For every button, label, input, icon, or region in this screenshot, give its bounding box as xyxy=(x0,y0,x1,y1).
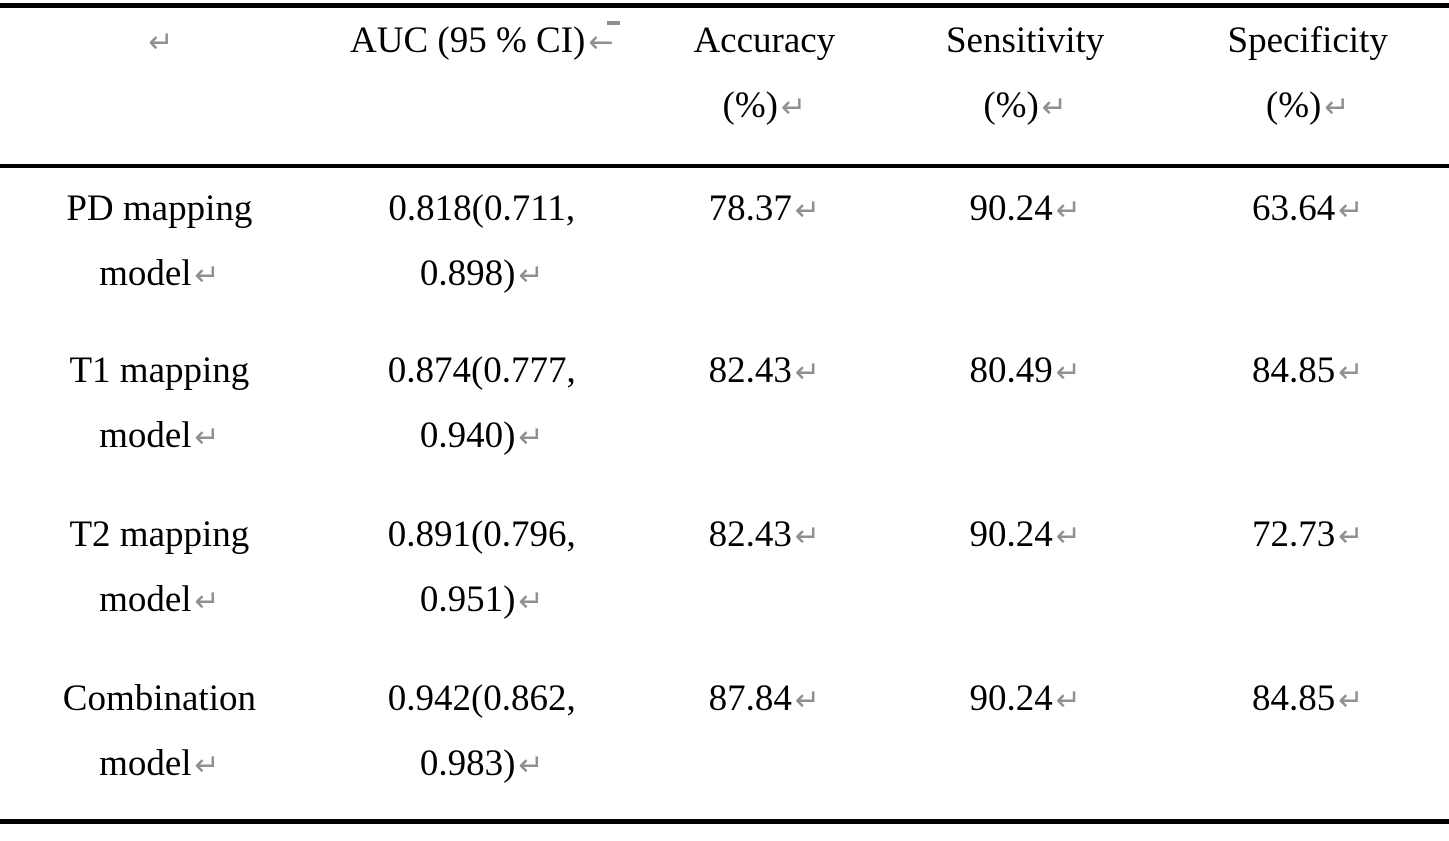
header-accuracy-label: Accuracy xyxy=(693,20,836,61)
header-specificity-label: Specificity xyxy=(1227,20,1388,61)
paragraph-mark-icon: ↵ xyxy=(1055,354,1081,390)
model-name-line2: model xyxy=(99,414,192,456)
accuracy-value: 82.43 xyxy=(708,349,792,391)
auc-value-line1: 0.874(0.777, xyxy=(387,349,576,391)
table-row-combination: Combination model ↵ 0.942(0.862, 0.983) ↵ … xyxy=(0,658,1449,822)
cell-accuracy: 82.43 ↵ xyxy=(645,494,884,658)
auc-value-line2: 0.898) xyxy=(419,252,516,294)
accuracy-value: 82.43 xyxy=(708,513,792,555)
paragraph-mark-icon: ↵ xyxy=(1338,354,1364,390)
cell-accuracy: 87.84 ↵ xyxy=(645,658,884,822)
header-cell-model: ↵ xyxy=(0,6,319,166)
paragraph-mark-icon: ↵ xyxy=(194,583,220,619)
header-row: ↵ AUC (95 % CI) ← Accuracy (%) ↵ Sensitivi… xyxy=(0,6,1449,166)
cell-auc: 0.874(0.777, 0.940) ↵ xyxy=(319,330,645,494)
specificity-value: 72.73 xyxy=(1252,513,1336,555)
paragraph-mark-icon: ↵ xyxy=(780,90,807,125)
paragraph-mark-icon: ↵ xyxy=(794,192,821,228)
table-row-pd-mapping: PD mapping model ↵ 0.818(0.711, 0.898) ↵ 7… xyxy=(0,166,1449,330)
paragraph-mark-icon: ↵ xyxy=(518,257,544,293)
paragraph-mark-icon: ↵ xyxy=(194,257,220,293)
specificity-value: 84.85 xyxy=(1252,349,1336,391)
paragraph-mark-icon: ↵ xyxy=(1055,682,1081,718)
cell-sensitivity: 90.24 ↵ xyxy=(884,494,1167,658)
header-cell-auc: AUC (95 % CI) ← xyxy=(319,6,645,166)
cell-specificity: 63.64 ↵ xyxy=(1166,166,1449,330)
cell-sensitivity: 90.24 ↵ xyxy=(884,166,1167,330)
cell-accuracy: 82.43 ↵ xyxy=(645,330,884,494)
table-header: ↵ AUC (95 % CI) ← Accuracy (%) ↵ Sensitivi… xyxy=(0,6,1449,166)
paragraph-mark-icon: ↵ xyxy=(1324,90,1350,125)
paragraph-mark-icon: ↵ xyxy=(518,419,544,455)
cell-specificity: 72.73 ↵ xyxy=(1166,494,1449,658)
auc-value-line1: 0.818(0.711, xyxy=(388,187,576,229)
cell-sensitivity: 90.24 ↵ xyxy=(884,658,1167,822)
sensitivity-value: 80.49 xyxy=(969,349,1053,391)
header-cell-sensitivity: Sensitivity (%) ↵ xyxy=(884,6,1167,166)
header-specificity-unit: (%) xyxy=(1265,85,1322,126)
paragraph-mark-icon: ↵ xyxy=(1338,682,1364,718)
cell-model-name: T2 mapping model ↵ xyxy=(0,494,319,658)
paragraph-mark-icon: ↵ xyxy=(1055,518,1081,554)
sensitivity-value: 90.24 xyxy=(969,187,1053,229)
auc-value-line2: 0.983) xyxy=(419,742,516,784)
cell-auc: 0.818(0.711, 0.898) ↵ xyxy=(319,166,645,330)
paragraph-mark-icon: ↵ xyxy=(794,682,821,718)
cell-specificity: 84.85 ↵ xyxy=(1166,330,1449,494)
auc-value-line2: 0.951) xyxy=(419,578,516,620)
auc-value-line1: 0.891(0.796, xyxy=(387,513,576,555)
results-table: ↵ AUC (95 % CI) ← Accuracy (%) ↵ Sensitivi… xyxy=(0,3,1449,824)
header-accuracy-unit: (%) xyxy=(722,85,778,126)
paragraph-mark-icon: ↵ xyxy=(794,518,821,554)
model-name-line2: model xyxy=(99,252,192,294)
sensitivity-value: 90.24 xyxy=(969,677,1053,719)
header-auc-label: AUC (95 % CI) xyxy=(350,20,586,61)
cell-model-name: Combination model ↵ xyxy=(0,658,319,822)
paragraph-mark-icon: ↵ xyxy=(1041,90,1067,125)
paragraph-mark-icon: ↵ xyxy=(148,25,174,60)
model-name-line1: PD mapping xyxy=(66,187,253,229)
paragraph-mark-icon: ↵ xyxy=(1338,518,1364,554)
specificity-value: 84.85 xyxy=(1252,677,1336,719)
paragraph-mark-icon: ↵ xyxy=(194,419,220,455)
header-sensitivity-label: Sensitivity xyxy=(945,20,1105,61)
table-body: PD mapping model ↵ 0.818(0.711, 0.898) ↵ 7… xyxy=(0,166,1449,822)
paragraph-mark-icon: ↵ xyxy=(518,747,544,783)
paragraph-mark-icon: ↵ xyxy=(1055,192,1081,228)
paragraph-mark-icon: ↵ xyxy=(194,747,220,783)
cell-specificity: 84.85 ↵ xyxy=(1166,658,1449,822)
empty-paragraph: ↵ xyxy=(0,8,319,75)
cell-sensitivity: 80.49 ↵ xyxy=(884,330,1167,494)
paragraph-mark-icon: ↵ xyxy=(518,583,544,619)
auc-value-line1: 0.942(0.862, xyxy=(387,677,576,719)
cell-model-name: PD mapping model ↵ xyxy=(0,166,319,330)
header-cell-specificity: Specificity (%) ↵ xyxy=(1166,6,1449,166)
model-name-line2: model xyxy=(99,742,192,784)
table-row-t1-mapping: T1 mapping model ↵ 0.874(0.777, 0.940) ↵ 8… xyxy=(0,330,1449,494)
header-sensitivity-unit: (%) xyxy=(983,85,1039,126)
auc-value-line2: 0.940) xyxy=(419,414,516,456)
header-cell-accuracy: Accuracy (%) ↵ xyxy=(645,6,884,166)
model-name-line1: T1 mapping xyxy=(69,349,250,391)
model-name-line1: Combination xyxy=(62,677,256,719)
specificity-value: 63.64 xyxy=(1252,187,1336,229)
sensitivity-value: 90.24 xyxy=(969,513,1053,555)
model-name-line1: T2 mapping xyxy=(69,513,250,555)
line-break-mark-icon: ← xyxy=(588,10,620,75)
cell-auc: 0.891(0.796, 0.951) ↵ xyxy=(319,494,645,658)
table-row-t2-mapping: T2 mapping model ↵ 0.891(0.796, 0.951) ↵ 8… xyxy=(0,494,1449,658)
accuracy-value: 78.37 xyxy=(708,187,792,229)
paragraph-mark-icon: ↵ xyxy=(1338,192,1364,228)
paragraph-mark-icon: ↵ xyxy=(794,354,821,390)
cell-model-name: T1 mapping model ↵ xyxy=(0,330,319,494)
cell-auc: 0.942(0.862, 0.983) ↵ xyxy=(319,658,645,822)
cell-accuracy: 78.37 ↵ xyxy=(645,166,884,330)
model-name-line2: model xyxy=(99,578,192,620)
accuracy-value: 87.84 xyxy=(708,677,792,719)
